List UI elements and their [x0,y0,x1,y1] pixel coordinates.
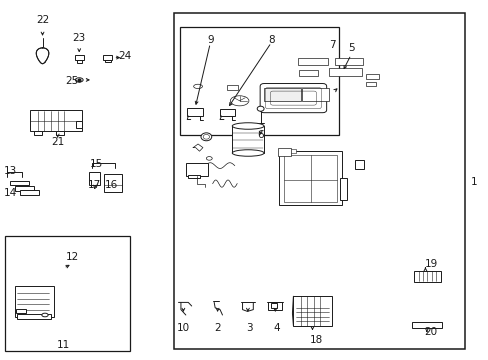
Bar [76,121,82,128]
Bar [365,74,379,79]
Bar [298,58,327,65]
Text: 15: 15 [90,159,103,169]
Text: 22: 22 [36,15,49,25]
Bar [20,190,39,195]
Bar [15,286,54,317]
Bar [328,68,361,76]
Text: 10: 10 [177,323,189,333]
FancyBboxPatch shape [260,84,326,113]
Ellipse shape [203,134,209,139]
Text: 9: 9 [206,35,213,45]
Text: 7: 7 [328,40,335,50]
Bar [16,309,26,313]
Text: 2: 2 [214,323,221,333]
Bar [104,60,110,62]
Bar [411,322,441,328]
Bar [15,186,34,191]
Text: 1: 1 [470,177,477,187]
Bar [188,175,200,178]
Bar [354,160,364,169]
Bar [277,148,291,156]
Bar [77,60,81,63]
Bar [299,70,317,76]
Text: 4: 4 [272,323,279,333]
Bar [413,271,440,282]
Bar [220,109,234,116]
Bar [227,85,238,90]
Bar [34,131,41,135]
Bar [278,149,295,153]
Text: 21: 21 [51,137,64,147]
Bar [268,302,282,310]
Text: 17: 17 [87,180,101,190]
Ellipse shape [193,84,202,89]
Ellipse shape [232,123,264,129]
Bar [102,55,112,60]
Text: 8: 8 [267,35,274,45]
Text: 16: 16 [104,180,118,190]
Bar [10,181,29,185]
Ellipse shape [201,133,211,141]
Text: 20: 20 [424,327,437,337]
Text: 3: 3 [245,323,252,333]
Bar [339,178,346,200]
Bar [17,314,51,319]
Text: 25: 25 [65,76,79,86]
Bar [187,108,203,116]
Bar [75,55,83,60]
Bar [283,155,337,202]
Bar [5,236,129,351]
Text: 13: 13 [4,166,18,176]
Bar [185,163,207,176]
Ellipse shape [230,96,248,106]
Ellipse shape [232,150,264,156]
Bar [103,174,122,192]
Bar [365,82,375,86]
Ellipse shape [75,78,83,82]
Text: 23: 23 [72,33,86,43]
Ellipse shape [206,157,212,160]
Bar [30,110,81,131]
Text: 24: 24 [118,51,131,61]
Bar [302,88,328,101]
Text: 12: 12 [65,252,79,262]
Bar [180,27,338,135]
Text: 5: 5 [347,42,354,53]
Bar [264,88,300,101]
Bar [232,126,264,153]
Circle shape [257,106,264,111]
Polygon shape [36,48,49,64]
Text: 6: 6 [256,130,263,140]
Bar [334,58,363,65]
Bar [270,303,276,308]
Bar [278,151,342,205]
Bar [56,131,63,135]
Text: 19: 19 [424,258,437,269]
Text: 14: 14 [4,188,18,198]
Text: 18: 18 [309,335,323,345]
Ellipse shape [41,313,48,317]
Text: 11: 11 [57,340,70,350]
Bar [293,296,331,326]
Bar [89,172,100,185]
Bar [173,13,464,349]
